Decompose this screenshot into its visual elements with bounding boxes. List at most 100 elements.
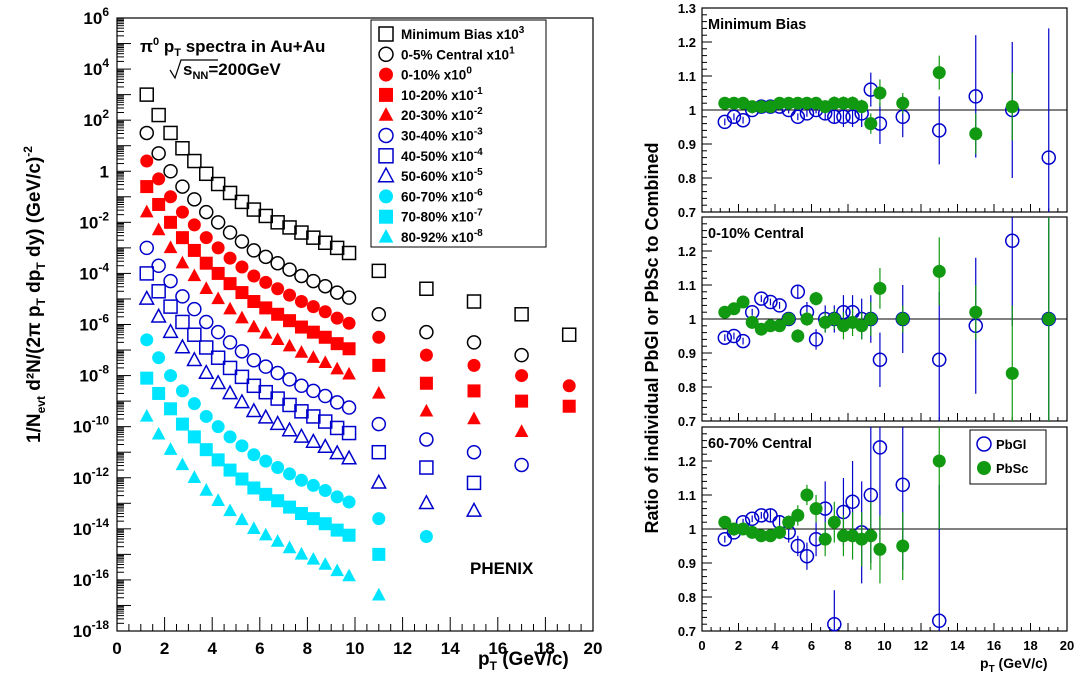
data-point bbox=[318, 388, 333, 404]
data-point bbox=[790, 538, 806, 554]
panel-label: 0-10% Central bbox=[708, 226, 804, 242]
y-tick-label: 10-8 bbox=[79, 363, 109, 386]
y-tick-label: 1.1 bbox=[678, 278, 696, 293]
x-axis-label: pT (GeV/c) bbox=[980, 655, 1048, 675]
x-tick-label: 4 bbox=[207, 639, 217, 658]
data-point bbox=[317, 438, 334, 454]
data-point bbox=[419, 324, 434, 340]
data-point bbox=[419, 348, 433, 362]
x-tick-label: 16 bbox=[488, 639, 507, 658]
data-point bbox=[258, 384, 273, 400]
data-point bbox=[1005, 366, 1019, 380]
data-point bbox=[329, 420, 345, 436]
data-point bbox=[259, 487, 273, 501]
data-point bbox=[282, 540, 297, 554]
data-point bbox=[283, 288, 297, 302]
y-tick-label: 104 bbox=[83, 56, 109, 79]
data-point bbox=[211, 420, 225, 434]
data-point bbox=[932, 123, 947, 138]
data-point bbox=[371, 385, 386, 399]
data-point bbox=[342, 495, 356, 509]
legend-marker bbox=[977, 461, 991, 475]
data-point bbox=[827, 616, 842, 632]
data-point bbox=[896, 539, 910, 553]
data-point bbox=[175, 231, 189, 245]
panel-label: 60-70% Central bbox=[708, 436, 812, 452]
x-tick-label: 2 bbox=[735, 638, 742, 653]
data-point bbox=[294, 507, 308, 521]
data-point bbox=[234, 234, 250, 249]
data-point bbox=[773, 525, 787, 539]
data-point bbox=[270, 255, 285, 271]
legend-marker bbox=[976, 436, 992, 452]
data-point bbox=[199, 166, 214, 182]
experiment-label: PHENIX bbox=[470, 559, 534, 578]
data-point bbox=[151, 258, 166, 274]
data-point bbox=[306, 383, 321, 399]
series-8 bbox=[140, 333, 433, 543]
data-point bbox=[514, 457, 529, 473]
data-point bbox=[175, 384, 189, 398]
data-point bbox=[754, 291, 769, 306]
data-point bbox=[223, 251, 237, 265]
data-point bbox=[318, 330, 332, 344]
x-tick-label: 20 bbox=[1060, 638, 1074, 653]
data-point bbox=[152, 386, 166, 400]
data-point bbox=[466, 294, 482, 309]
data-point bbox=[222, 185, 238, 201]
data-point bbox=[341, 245, 357, 261]
data-point bbox=[245, 402, 262, 418]
data-point bbox=[163, 164, 178, 179]
y-axis-label: 1/Nevt d²N/(2π pT dpT dy) (GeV/c)-2 bbox=[21, 146, 48, 443]
data-point bbox=[306, 409, 321, 424]
data-point bbox=[800, 96, 814, 110]
y-tick-label: 10-2 bbox=[79, 209, 109, 232]
data-point bbox=[222, 225, 238, 240]
x-tick-label: 2 bbox=[160, 639, 169, 658]
data-point bbox=[845, 494, 860, 510]
y-tick-label: 1.1 bbox=[678, 488, 696, 503]
data-point bbox=[210, 324, 226, 340]
data-point bbox=[717, 330, 733, 345]
data-point bbox=[744, 511, 760, 527]
data-point bbox=[211, 493, 225, 506]
data-point bbox=[726, 109, 742, 125]
data-point bbox=[246, 378, 262, 394]
x-tick-label: 12 bbox=[914, 638, 928, 653]
data-point bbox=[745, 100, 759, 114]
data-point bbox=[271, 307, 285, 321]
data-point bbox=[246, 202, 262, 217]
data-point bbox=[727, 302, 741, 316]
legend-marker bbox=[378, 127, 394, 144]
data-point bbox=[872, 352, 888, 368]
data-point bbox=[223, 503, 237, 517]
y-tick-label: 102 bbox=[83, 107, 109, 130]
data-point bbox=[186, 351, 203, 367]
x-tick-label: 20 bbox=[584, 639, 603, 658]
data-point bbox=[187, 218, 201, 232]
data-point bbox=[222, 335, 238, 350]
data-point bbox=[827, 312, 841, 326]
data-point bbox=[281, 421, 298, 437]
legend-label: PbSc bbox=[996, 461, 1029, 476]
data-point bbox=[235, 472, 249, 486]
data-point bbox=[330, 523, 344, 537]
data-point bbox=[873, 86, 887, 100]
data-point bbox=[151, 146, 166, 161]
y-tick-label: 1 bbox=[689, 522, 696, 537]
data-point bbox=[873, 281, 887, 295]
data-point bbox=[515, 369, 529, 383]
data-point bbox=[872, 440, 888, 455]
data-point bbox=[270, 391, 285, 406]
data-point bbox=[782, 312, 796, 326]
data-point bbox=[247, 521, 261, 535]
data-point bbox=[163, 442, 178, 455]
data-point bbox=[809, 502, 823, 516]
x-tick-label: 14 bbox=[950, 638, 965, 653]
data-point bbox=[845, 109, 860, 125]
y-tick-label: 1.3 bbox=[678, 1, 696, 16]
data-point bbox=[799, 548, 815, 564]
data-point bbox=[800, 488, 814, 502]
data-point bbox=[306, 325, 320, 339]
